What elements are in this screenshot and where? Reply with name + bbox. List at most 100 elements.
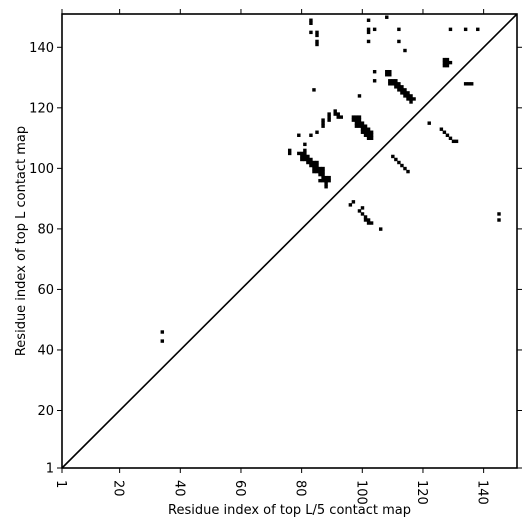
- contact-cell: [369, 130, 374, 134]
- contact-cell: [354, 121, 359, 125]
- contact-cell: [324, 178, 328, 183]
- contact-cell: [287, 151, 292, 156]
- contact-cell: [321, 118, 325, 122]
- contact-cell: [357, 209, 362, 213]
- contact-cell: [372, 69, 377, 74]
- contact-cell: [321, 172, 325, 177]
- contact-cell: [315, 160, 319, 165]
- contact-cell: [445, 57, 450, 62]
- contact-cell: [297, 151, 301, 156]
- contact-cell: [388, 73, 392, 77]
- x-tick-label: 140: [475, 480, 490, 505]
- contact-cell: [469, 82, 474, 86]
- contact-cell: [309, 157, 313, 162]
- contact-cell: [306, 157, 310, 162]
- contact-cell: [388, 82, 392, 86]
- contact-cell: [442, 57, 447, 62]
- x-tick-label: 60: [232, 480, 247, 497]
- contact-cell: [348, 203, 353, 207]
- contact-cell-lower: [160, 330, 165, 334]
- contact-cell: [497, 212, 501, 216]
- contact-cell: [303, 151, 307, 156]
- contact-cells: [160, 15, 501, 343]
- contact-cell: [448, 27, 453, 32]
- contact-cell: [306, 154, 310, 159]
- contact-cell: [312, 169, 316, 174]
- contact-cell: [324, 181, 328, 186]
- contact-cell: [312, 160, 316, 165]
- contact-cell: [309, 160, 313, 165]
- x-axis-ticks: 1 20 40 60 80 100 120 140: [53, 9, 490, 505]
- contact-cell: [397, 82, 401, 86]
- contact-cell: [339, 115, 343, 119]
- contact-cell: [324, 185, 328, 189]
- contact-cell: [366, 218, 371, 222]
- x-tick-label: 100: [353, 480, 368, 505]
- contact-cell: [351, 200, 356, 204]
- contact-cell: [287, 148, 292, 153]
- x-tick-label: 20: [111, 480, 126, 497]
- y-tick-label: 80: [37, 222, 54, 237]
- contact-cell: [360, 124, 365, 128]
- contact-cell: [321, 121, 325, 125]
- contact-cell: [394, 82, 398, 86]
- contact-cell: [366, 133, 371, 137]
- contact-cell: [391, 82, 395, 86]
- contact-cell: [372, 27, 377, 32]
- contact-cell: [327, 175, 331, 180]
- contact-cell: [385, 15, 389, 19]
- contact-cell: [309, 163, 313, 168]
- contact-cell: [300, 151, 304, 156]
- y-axis-label: Residue index of top L contact map: [14, 126, 29, 356]
- contact-cell: [357, 121, 362, 125]
- contact-cell: [315, 130, 319, 134]
- contact-cell: [354, 124, 359, 128]
- contact-cell: [403, 166, 407, 171]
- contact-cell: [463, 27, 468, 32]
- contact-cell: [400, 88, 404, 92]
- contact-cell: [324, 175, 328, 180]
- contact-cell: [336, 115, 340, 119]
- contact-cell: [391, 79, 395, 83]
- contact-cell: [366, 30, 371, 35]
- y-tick-label: 40: [37, 343, 54, 358]
- contact-cell: [360, 212, 365, 216]
- contact-cell-lower: [160, 339, 165, 343]
- plot-frame: [61, 13, 518, 469]
- contact-cell: [360, 206, 365, 210]
- contact-cell: [354, 118, 359, 122]
- contact-cell: [403, 94, 407, 98]
- contact-cell: [400, 85, 404, 89]
- contact-cell: [297, 133, 301, 137]
- contact-cell: [412, 97, 416, 101]
- contact-cell: [327, 178, 331, 183]
- contact-cell: [363, 124, 368, 128]
- contact-cell: [333, 112, 337, 116]
- contact-cell: [351, 118, 356, 122]
- contact-cell: [369, 136, 374, 141]
- contact-cell: [385, 73, 389, 77]
- contact-cell: [394, 157, 398, 162]
- contact-cell: [397, 39, 401, 44]
- x-tick-label: 80: [293, 480, 308, 497]
- contact-cell: [445, 63, 450, 68]
- contact-cell: [300, 154, 304, 159]
- y-tick-label: 1: [46, 462, 54, 477]
- contact-cell: [327, 118, 331, 122]
- contact-cell: [442, 130, 447, 134]
- contact-cell: [351, 115, 356, 119]
- contact-cell: [366, 127, 371, 131]
- contact-cell: [406, 97, 410, 101]
- contact-cell: [357, 118, 362, 122]
- contact-cell: [357, 124, 362, 128]
- contact-cell: [321, 124, 325, 128]
- x-tick-label: 120: [414, 480, 429, 505]
- contact-cell: [448, 136, 453, 141]
- contact-cell: [403, 48, 407, 53]
- contact-cell: [309, 18, 313, 22]
- contact-cell: [363, 218, 368, 222]
- contact-cell: [315, 39, 319, 44]
- diagonal-line: [61, 13, 518, 469]
